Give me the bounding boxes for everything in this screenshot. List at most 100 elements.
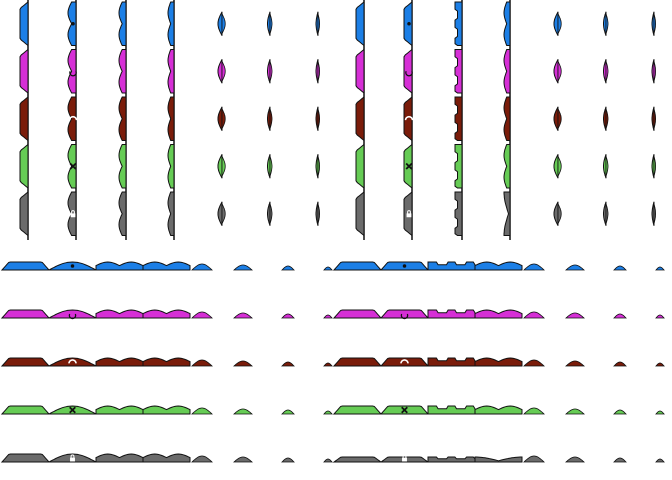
small-tile-3 <box>613 409 627 415</box>
rounded-strip-magenta <box>0 309 333 320</box>
tile-blue <box>315 11 321 36</box>
angular-column-4 <box>503 0 511 240</box>
small-tile-4 <box>323 410 333 415</box>
small-tile-3 <box>613 313 627 319</box>
tile-magenta <box>603 59 609 84</box>
tile-blue <box>651 11 656 36</box>
lock-icon <box>402 454 407 462</box>
small-tile-1 <box>191 407 213 415</box>
dot-icon <box>71 22 75 26</box>
tile-gray <box>454 191 463 236</box>
small-tile-4 <box>655 266 665 271</box>
tile-gray <box>553 201 562 226</box>
dot-icon <box>402 264 407 268</box>
tile-maroon <box>118 96 127 141</box>
small-tile-2 <box>233 312 253 319</box>
tile-maroon <box>167 96 175 141</box>
rounded-column-3 <box>118 0 127 240</box>
small-tile-2 <box>565 456 585 463</box>
segment-4 <box>142 261 191 271</box>
tile-green <box>267 154 273 179</box>
x-icon <box>69 406 76 414</box>
small-tile-1 <box>191 455 213 463</box>
tile-blue <box>267 11 273 36</box>
tile-green <box>651 154 656 179</box>
tile-gray <box>167 191 175 236</box>
segment-4 <box>474 357 523 367</box>
rounded-column-1 <box>19 0 29 240</box>
small-tile-2 <box>565 360 585 367</box>
x-icon <box>405 162 413 170</box>
tile-gray <box>603 201 609 226</box>
rounded-column-4 <box>167 0 175 240</box>
arch-icon <box>68 359 77 364</box>
segment-1 <box>332 456 383 463</box>
small-tile-4 <box>655 314 665 319</box>
x-icon <box>69 162 77 170</box>
segment-1 <box>0 261 51 271</box>
segment-4 <box>474 309 523 319</box>
segment-4 <box>474 456 523 463</box>
tile-maroon <box>403 95 414 142</box>
tile-magenta <box>454 49 463 94</box>
tile-gray <box>118 191 127 236</box>
angular-strip-blue <box>332 261 665 271</box>
segment-4 <box>474 405 523 415</box>
small-tile-4 <box>323 314 333 319</box>
segment-3 <box>427 309 476 319</box>
small-tile-2 <box>233 264 253 271</box>
tile-magenta <box>651 59 656 84</box>
crescent-icon <box>405 70 413 77</box>
small-tile-4 <box>655 458 665 463</box>
segment-3 <box>95 309 144 319</box>
small-tile-3 <box>613 361 627 367</box>
tile-magenta <box>315 59 321 84</box>
angular-column-7 <box>651 11 656 226</box>
tile-magenta <box>403 48 413 95</box>
tile-maroon <box>217 106 226 131</box>
segment-1 <box>0 357 51 367</box>
crescent-icon <box>69 70 77 77</box>
tile-blue <box>217 11 226 36</box>
small-tile-2 <box>565 408 585 415</box>
segment-2 <box>379 357 430 367</box>
tile-gray <box>19 190 29 237</box>
rounded-strip-maroon <box>0 357 333 367</box>
tile-blue <box>403 0 413 47</box>
segment-3 <box>95 261 144 271</box>
tile-magenta <box>355 48 365 95</box>
tile-gray <box>403 190 413 237</box>
small-tile-1 <box>523 455 545 463</box>
small-tile-2 <box>233 408 253 415</box>
small-tile-3 <box>281 265 295 271</box>
angular-strip-green <box>332 405 665 415</box>
tile-green <box>603 154 609 179</box>
angular-strip-gray <box>332 454 665 463</box>
rounded-strip-blue <box>0 261 333 271</box>
horizontal-angular-block <box>332 261 665 463</box>
tile-green <box>403 143 413 190</box>
segment-2 <box>379 309 430 319</box>
small-tile-1 <box>191 359 213 367</box>
small-tile-1 <box>191 311 213 319</box>
angular-strip-maroon <box>332 357 665 367</box>
segment-3 <box>427 456 476 463</box>
segment-2 <box>48 357 97 367</box>
small-tile-2 <box>565 264 585 271</box>
dot-icon <box>70 264 75 268</box>
angular-column-3 <box>454 0 463 240</box>
lock-icon <box>406 210 412 218</box>
segment-4 <box>142 405 191 415</box>
segment-1 <box>0 453 51 463</box>
tile-green <box>355 143 365 190</box>
tile-blue <box>67 1 77 46</box>
tile-green <box>118 144 127 189</box>
tile-maroon <box>67 96 78 141</box>
x-icon <box>401 406 408 414</box>
small-tile-1 <box>523 407 545 415</box>
small-tile-3 <box>281 457 295 463</box>
small-tile-2 <box>233 456 253 463</box>
segment-1 <box>332 309 383 319</box>
segment-4 <box>142 453 191 463</box>
